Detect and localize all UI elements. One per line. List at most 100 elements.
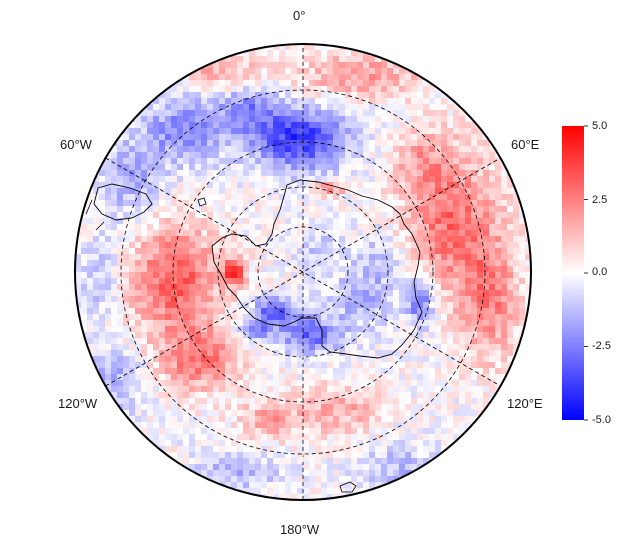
field-cell <box>249 248 256 255</box>
field-cell <box>309 182 316 189</box>
field-cell <box>291 416 298 423</box>
field-cell <box>237 278 244 285</box>
field-cell <box>177 278 184 285</box>
field-cell <box>225 344 232 351</box>
field-cell <box>411 464 418 471</box>
field-cell <box>201 236 208 243</box>
field-cell <box>345 482 352 489</box>
field-cell <box>177 434 184 441</box>
field-cell <box>351 440 358 447</box>
field-cell <box>267 434 274 441</box>
field-cell <box>357 476 364 483</box>
field-cell <box>321 176 328 183</box>
field-cell <box>381 140 388 147</box>
field-cell <box>225 194 232 201</box>
field-cell <box>273 236 280 243</box>
field-cell <box>453 302 460 309</box>
field-cell <box>117 368 124 375</box>
field-cell <box>447 416 454 423</box>
field-cell <box>363 170 370 177</box>
field-cell <box>489 368 496 375</box>
field-cell <box>369 230 376 237</box>
field-cell <box>93 254 100 261</box>
field-cell <box>159 266 166 273</box>
field-cell <box>297 116 304 123</box>
field-cell <box>345 98 352 105</box>
field-cell <box>393 62 400 69</box>
field-cell <box>231 206 238 213</box>
field-cell <box>351 458 358 465</box>
field-cell <box>285 278 292 285</box>
field-cell <box>207 458 214 465</box>
field-cell <box>129 410 136 417</box>
field-cell <box>141 122 148 129</box>
field-cell <box>171 152 178 159</box>
field-cell <box>213 146 220 153</box>
field-cell <box>321 92 328 99</box>
field-cell <box>297 392 304 399</box>
field-cell <box>357 320 364 327</box>
field-cell <box>489 248 496 255</box>
field-cell <box>135 416 142 423</box>
field-cell <box>345 398 352 405</box>
field-cell <box>321 470 328 477</box>
field-cell <box>261 230 268 237</box>
field-cell <box>375 356 382 363</box>
field-cell <box>129 338 136 345</box>
field-cell <box>375 86 382 93</box>
field-cell <box>141 296 148 303</box>
field-cell <box>351 392 358 399</box>
field-cell <box>105 398 112 405</box>
field-cell <box>411 446 418 453</box>
field-cell <box>249 356 256 363</box>
field-cell <box>207 368 214 375</box>
field-cell <box>231 236 238 243</box>
field-cell <box>393 338 400 345</box>
field-cell <box>381 146 388 153</box>
field-cell <box>303 404 310 411</box>
field-cell <box>309 368 316 375</box>
field-cell <box>135 260 142 267</box>
field-cell <box>231 92 238 99</box>
field-cell <box>345 380 352 387</box>
field-cell <box>141 332 148 339</box>
field-cell <box>495 374 502 381</box>
field-cell <box>411 398 418 405</box>
field-cell <box>393 170 400 177</box>
field-cell <box>303 86 310 93</box>
field-cell <box>393 284 400 291</box>
field-cell <box>111 302 118 309</box>
field-cell <box>459 296 466 303</box>
field-cell <box>339 182 346 189</box>
field-cell <box>405 296 412 303</box>
field-cell <box>351 254 358 261</box>
field-cell <box>387 116 394 123</box>
field-cell <box>501 368 508 375</box>
field-cell <box>357 410 364 417</box>
field-cell <box>231 314 238 321</box>
field-cell <box>189 332 196 339</box>
field-cell <box>123 254 130 261</box>
field-cell <box>189 98 196 105</box>
field-cell <box>141 188 148 195</box>
field-cell <box>525 332 531 339</box>
field-cell <box>399 230 406 237</box>
field-cell <box>297 194 304 201</box>
field-cell <box>309 212 316 219</box>
field-cell <box>273 296 280 303</box>
field-cell <box>465 104 472 111</box>
field-cell <box>321 170 328 177</box>
field-cell <box>357 122 364 129</box>
field-cell <box>489 212 496 219</box>
field-cell <box>417 350 424 357</box>
field-cell <box>123 242 130 249</box>
field-cell <box>471 236 478 243</box>
field-cell <box>249 152 256 159</box>
field-cell <box>243 470 250 477</box>
field-cell <box>243 200 250 207</box>
field-cell <box>255 272 262 279</box>
field-cell <box>243 320 250 327</box>
lat-label-70: 70° <box>300 355 317 367</box>
field-cell <box>105 218 112 225</box>
field-cell <box>303 80 310 87</box>
